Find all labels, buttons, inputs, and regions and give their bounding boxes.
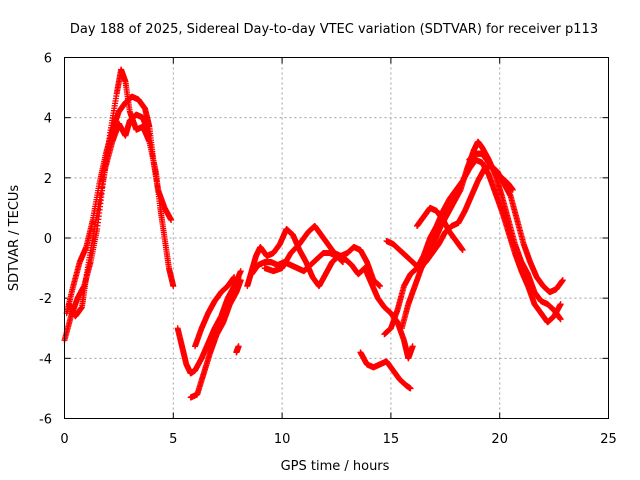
x-tick-label: 20 [491, 432, 508, 447]
x-tick-label: 10 [274, 432, 291, 447]
data-point [409, 343, 416, 350]
x-tick-label: 5 [169, 432, 177, 447]
x-tick-label: 0 [60, 432, 68, 447]
y-tick-label: 0 [44, 232, 52, 247]
data-point [168, 216, 175, 223]
x-tick-label: 15 [383, 432, 400, 447]
x-tick-labels: 0 5 10 15 20 25 [60, 432, 616, 447]
data-point [340, 259, 347, 266]
data-point [231, 274, 238, 281]
y-tick-label: -2 [39, 292, 52, 307]
data-point [146, 132, 153, 139]
data-point [509, 186, 516, 193]
y-tick-labels: -6 -4 -2 0 2 4 6 [39, 52, 52, 428]
data-point [237, 277, 244, 284]
data-point [459, 247, 466, 254]
data-point [557, 301, 564, 308]
data-point [407, 385, 414, 392]
y-tick-label: 2 [44, 172, 52, 187]
y-tick-label: 6 [44, 52, 52, 67]
y-tick-label: -4 [39, 352, 52, 367]
y-tick-label: -6 [39, 413, 52, 428]
data-point [237, 268, 244, 275]
chart-title: Day 188 of 2025, Sidereal Day-to-day VTE… [70, 22, 598, 37]
data-points [61, 66, 566, 401]
data-point [559, 277, 566, 284]
data-point [377, 283, 384, 290]
x-axis-label: GPS time / hours [281, 459, 390, 474]
data-point [170, 283, 177, 290]
y-tick-label: 4 [44, 112, 52, 127]
y-axis-label: SDTVAR / TECUs [7, 185, 22, 292]
x-tick-label: 25 [600, 432, 617, 447]
data-point [557, 316, 564, 323]
plot-frame [64, 57, 609, 419]
data-point [235, 343, 242, 350]
